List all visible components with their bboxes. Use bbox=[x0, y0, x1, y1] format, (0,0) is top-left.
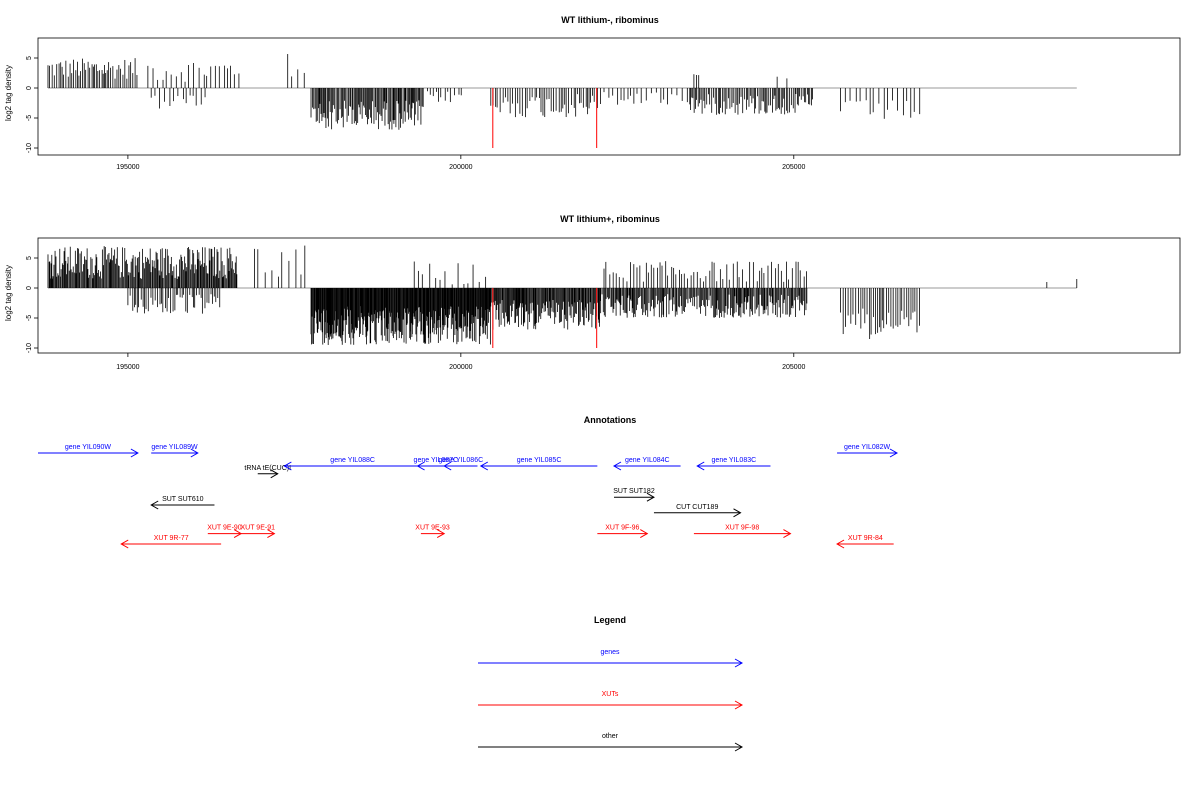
arrow-head bbox=[130, 448, 139, 458]
legend-title: Legend bbox=[594, 615, 626, 625]
feature-label: XUT 9F-96 bbox=[605, 525, 639, 532]
arrow-head bbox=[646, 492, 655, 502]
y-tick-label: 0 bbox=[26, 86, 33, 90]
panel-title: WT lithium+, ribominus bbox=[560, 214, 660, 224]
x-tick-label: 205000 bbox=[782, 164, 805, 171]
y-tick-label: 5 bbox=[26, 56, 33, 60]
arrow-head bbox=[416, 461, 425, 471]
legend-arrow bbox=[478, 742, 744, 752]
legend-label: genes bbox=[600, 649, 620, 656]
x-tick-label: 200000 bbox=[449, 164, 472, 171]
y-axis-label: log2 tag density bbox=[4, 265, 13, 321]
feature-label: XUT 9E-90 bbox=[207, 525, 242, 532]
feature-arrow bbox=[120, 539, 222, 549]
feature-arrow bbox=[653, 508, 742, 518]
feature-label: CUT CUT189 bbox=[676, 504, 718, 511]
legend-arrow bbox=[478, 700, 744, 710]
arrow-head bbox=[270, 469, 279, 479]
y-axis-label: log2 tag density bbox=[4, 65, 13, 121]
feature-arrow bbox=[38, 448, 139, 458]
feature-arrow bbox=[696, 461, 771, 471]
feature-label: gene YIL089W bbox=[151, 444, 198, 451]
feature-arrow bbox=[836, 539, 894, 549]
arrow-head bbox=[734, 742, 744, 752]
legend-label: XUTs bbox=[602, 691, 619, 698]
feature-label: gene YIL090W bbox=[65, 444, 112, 451]
arrow-head bbox=[696, 461, 705, 471]
feature-label: XUT 9R-77 bbox=[154, 535, 189, 542]
y-tick-label: -10 bbox=[26, 343, 33, 353]
x-tick-label: 200000 bbox=[449, 364, 472, 371]
arrow-head bbox=[640, 529, 649, 539]
feature-arrow bbox=[257, 469, 279, 479]
y-tick-label: -5 bbox=[26, 115, 33, 121]
feature-arrow bbox=[612, 461, 681, 471]
plot-frame bbox=[37, 37, 1181, 156]
feature-label: gene YIL087C bbox=[414, 457, 459, 464]
feature-label: gene YIL084C bbox=[625, 457, 670, 464]
arrow-head bbox=[233, 529, 243, 539]
feature-arrow bbox=[613, 492, 655, 502]
y-tick-label: -5 bbox=[26, 315, 33, 321]
data-bars bbox=[47, 245, 1078, 345]
feature-arrow bbox=[837, 448, 899, 458]
arrow-head bbox=[120, 539, 129, 549]
legend-arrow bbox=[478, 658, 744, 668]
feature-label: gene YIL086C bbox=[439, 457, 484, 464]
feature-arrow bbox=[151, 448, 199, 458]
arrow-head bbox=[836, 539, 845, 549]
arrow-head bbox=[436, 529, 446, 539]
data-bars bbox=[47, 54, 921, 130]
x-tick-label: 195000 bbox=[116, 364, 139, 371]
annotations-track: Annotations gene YIL090W gene YIL089W tRNA… bbox=[38, 415, 899, 549]
feature-arrow bbox=[443, 461, 478, 471]
arrow-head bbox=[443, 461, 452, 471]
feature-arrow bbox=[207, 529, 243, 539]
feature-label: XUT 9R-84 bbox=[848, 535, 883, 542]
feature-label: gene YIL082W bbox=[844, 444, 891, 451]
feature-arrow bbox=[150, 500, 215, 510]
arrow-head bbox=[283, 461, 292, 471]
feature-label: XUT 9F-98 bbox=[725, 525, 759, 532]
feature-arrow bbox=[241, 529, 276, 539]
feature-arrow bbox=[597, 529, 649, 539]
panel-lithium-minus: WT lithium-, ribominus log2 tag density … bbox=[4, 15, 1181, 171]
feature-label: gene YIL083C bbox=[712, 457, 757, 464]
x-tick-label: 205000 bbox=[782, 364, 805, 371]
feature-arrow bbox=[479, 461, 598, 471]
y-tick-label: 0 bbox=[26, 286, 33, 290]
arrow-head bbox=[267, 529, 276, 539]
feature-arrow bbox=[283, 461, 421, 471]
arrow-head bbox=[479, 461, 489, 471]
y-tick-label: 5 bbox=[26, 256, 33, 260]
arrow-head bbox=[783, 529, 792, 539]
arrow-head bbox=[733, 508, 742, 518]
legend-label: other bbox=[602, 733, 619, 740]
arrow-head bbox=[612, 461, 622, 471]
arrow-head bbox=[150, 500, 159, 510]
x-tick-label: 195000 bbox=[116, 164, 139, 171]
feature-label: XUT 9E-93 bbox=[415, 525, 450, 532]
feature-label: tRNA tE(CUC)I bbox=[244, 465, 291, 472]
feature-arrow bbox=[693, 529, 792, 539]
arrow-head bbox=[734, 700, 744, 710]
feature-label: SUT SUT610 bbox=[162, 496, 204, 503]
feature-label: gene YIL088C bbox=[330, 457, 375, 464]
feature-label: XUT 9E-91 bbox=[240, 525, 275, 532]
panel-lithium-plus: WT lithium+, ribominus log2 tag density … bbox=[4, 214, 1181, 371]
feature-label: gene YIL085C bbox=[517, 457, 562, 464]
feature-arrow bbox=[420, 529, 446, 539]
feature-label: SUT SUT182 bbox=[613, 488, 655, 495]
plot-frame bbox=[37, 237, 1181, 354]
y-tick-label: -10 bbox=[26, 143, 33, 153]
annotations-title: Annotations bbox=[584, 415, 637, 425]
legend: Legend genes XUTs other bbox=[478, 615, 744, 752]
arrow-head bbox=[734, 658, 744, 668]
panel-title: WT lithium-, ribominus bbox=[561, 15, 659, 25]
arrow-head bbox=[889, 448, 899, 458]
arrow-head bbox=[190, 448, 199, 458]
